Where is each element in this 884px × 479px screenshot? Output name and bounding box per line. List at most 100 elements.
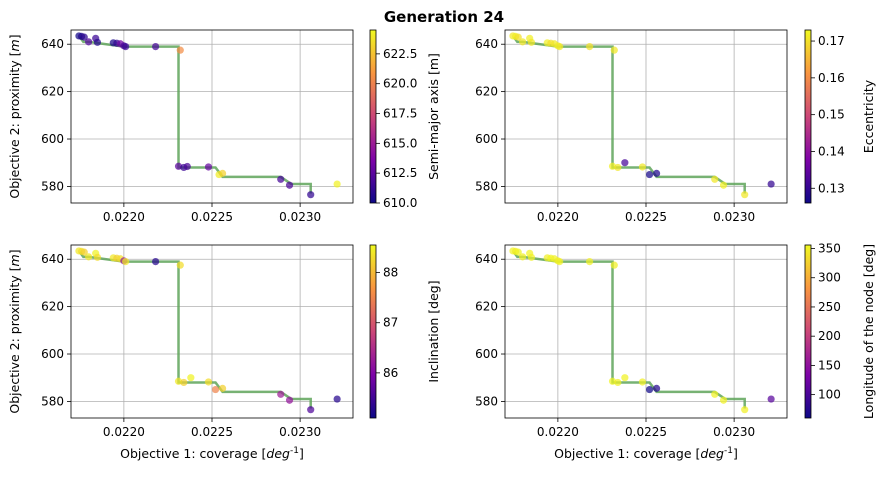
y-tick-label: 600 <box>475 347 498 361</box>
colorbar <box>804 29 812 204</box>
scatter-point <box>621 159 629 167</box>
scatter-point <box>711 390 719 398</box>
scatter-point <box>218 384 227 392</box>
x-tick-label: 0.0230 <box>279 425 321 439</box>
pareto-front-line <box>512 251 746 409</box>
scatter-point <box>519 253 527 261</box>
colorbar <box>369 29 377 204</box>
x-tick-label: 0.0220 <box>537 425 579 439</box>
scatter-point <box>719 396 728 404</box>
y-tick-label: 580 <box>41 179 64 193</box>
colorbar-tick-label: 622.5 <box>383 47 417 61</box>
colorbar-tick-label: 612.5 <box>383 166 417 180</box>
x-tick-label: 0.0230 <box>713 425 755 439</box>
x-tick-label: 0.0225 <box>191 425 233 439</box>
scatter-point <box>277 175 285 183</box>
x-tick-label: 0.0220 <box>103 425 145 439</box>
colorbar-tick-label: 86 <box>383 366 398 380</box>
scatter-point <box>122 257 130 266</box>
colorbar-tick-label: 0.17 <box>818 34 845 48</box>
x-tick-label: 0.0225 <box>625 210 667 224</box>
x-tick-label: 0.0220 <box>103 210 145 224</box>
scatter-point <box>586 42 594 51</box>
scatter-point <box>333 180 341 188</box>
scatter-point <box>645 385 654 394</box>
scatter-point <box>586 257 594 266</box>
colorbar-tick-label: 87 <box>383 316 398 330</box>
x-axis-label: Objective 1: coverage [deg-1] <box>554 446 738 461</box>
scatter-point <box>176 261 184 269</box>
colorbar-label: Longitude of the node [deg] <box>861 244 876 419</box>
colorbar-tick-label: 0.16 <box>818 71 845 85</box>
axes-frame <box>70 244 354 419</box>
scatter-point <box>122 42 130 51</box>
y-tick-label: 580 <box>475 394 498 408</box>
scatter-point <box>176 46 184 54</box>
y-tick-label: 600 <box>475 132 498 146</box>
x-tick-label: 0.0225 <box>191 210 233 224</box>
scatter-point <box>556 257 564 266</box>
panel-top-left: 0.0220 0.0225 0.0230 580 600 620 640 Objective … <box>7 29 441 224</box>
colorbar-tick-label: 610.0 <box>383 196 417 210</box>
x-tick-label: 0.0220 <box>537 210 579 224</box>
y-tick-label: 620 <box>41 85 64 99</box>
axes-frame <box>504 244 788 419</box>
y-tick-label: 580 <box>41 394 64 408</box>
pareto-front-line <box>78 251 312 409</box>
colorbar-tick-label: 615.0 <box>383 136 417 150</box>
scatter-point <box>218 169 227 177</box>
scatter-point <box>614 163 622 172</box>
y-tick-label: 620 <box>475 85 498 99</box>
scatter-point <box>180 378 188 387</box>
scatter-point <box>80 33 88 41</box>
colorbar-tick-label: 350 <box>818 242 841 256</box>
pareto-front-line <box>78 36 312 194</box>
scatter-point <box>85 253 93 261</box>
scatter-point <box>527 38 536 46</box>
scatter-point <box>285 181 294 189</box>
scatter-point <box>767 180 775 188</box>
x-tick-label: 0.0225 <box>625 425 667 439</box>
colorbar-tick-label: 250 <box>818 300 841 314</box>
scatter-point <box>514 248 522 256</box>
colorbar-tick-label: 617.5 <box>383 107 417 121</box>
scatter-point <box>211 385 220 394</box>
scatter-point <box>614 378 622 387</box>
y-tick-label: 640 <box>475 252 498 266</box>
scatter-point <box>152 257 160 266</box>
axes-frame <box>504 29 788 204</box>
x-tick-label: 0.0230 <box>713 210 755 224</box>
colorbar-tick-label: 150 <box>818 358 841 372</box>
scatter-point <box>652 384 661 392</box>
scatter-point <box>719 181 728 189</box>
scatter-point <box>767 395 775 403</box>
y-tick-label: 640 <box>41 252 64 266</box>
y-tick-label: 620 <box>475 300 498 314</box>
colorbar-tick-label: 0.13 <box>818 181 845 195</box>
scatter-point <box>645 170 654 179</box>
scatter-point <box>307 191 315 199</box>
colorbar-tick-label: 300 <box>818 271 841 285</box>
scatter-point <box>183 162 191 171</box>
panel-top-right: 0.0220 0.0225 0.0230 580 600 620 640 0.13 0.14 0.… <box>475 29 876 224</box>
panel-bottom-right: 0.0220 0.0225 0.0230 580 600 620 640 Objective … <box>475 242 876 461</box>
scatter-point <box>85 38 93 46</box>
colorbar-tick-label: 0.14 <box>818 144 845 158</box>
axes-frame <box>70 29 354 204</box>
x-tick-label: 0.0230 <box>279 210 321 224</box>
scatter-point <box>80 248 88 256</box>
scatter-point <box>652 169 661 177</box>
scatter-point <box>152 42 160 51</box>
colorbar-label: Eccentricity <box>861 79 876 153</box>
scatter-point <box>527 253 536 261</box>
scatter-point <box>277 390 285 398</box>
scatter-point <box>638 378 647 386</box>
y-tick-label: 600 <box>41 347 64 361</box>
y-tick-label: 580 <box>475 179 498 193</box>
colorbar-tick-label: 0.15 <box>818 108 845 122</box>
scatter-point <box>556 42 564 51</box>
scatter-point <box>610 46 618 54</box>
colorbar <box>369 244 377 419</box>
panel-bottom-left: 0.0220 0.0225 0.0230 580 600 620 640 Objective … <box>7 244 441 461</box>
